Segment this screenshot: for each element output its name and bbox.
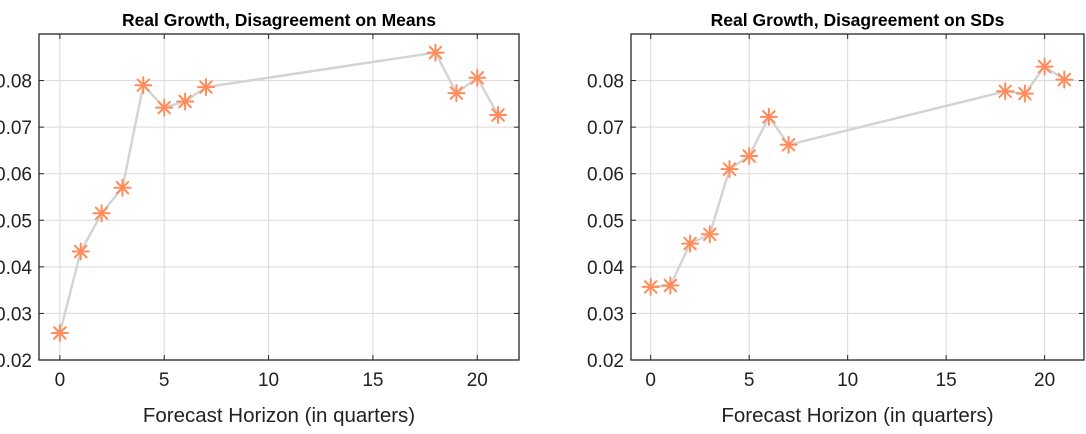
data-point <box>779 135 798 154</box>
data-point <box>641 277 660 296</box>
data-point <box>113 178 132 197</box>
grid <box>631 34 1084 361</box>
y-tick-label: 0.04 <box>0 258 32 279</box>
y-tick-label: 0.08 <box>0 72 32 93</box>
x-tick-label: 5 <box>159 370 170 391</box>
grid <box>39 34 519 361</box>
x-tick-label: 20 <box>467 370 488 391</box>
data-point <box>720 160 739 179</box>
data-point <box>996 82 1015 101</box>
data-point <box>134 76 153 95</box>
data-point <box>50 324 69 342</box>
x-tick-label: 15 <box>936 370 957 391</box>
data-point <box>176 92 195 111</box>
x-tick-label: 10 <box>258 370 279 391</box>
data-point <box>1035 57 1054 76</box>
x-axis-label: Forecast Horizon (in quarters) <box>143 404 415 427</box>
data-point <box>1015 84 1034 103</box>
data-point <box>468 68 487 87</box>
markers <box>641 57 1074 296</box>
data-point <box>155 98 174 117</box>
y-tick-label: 0.06 <box>0 165 32 186</box>
data-point <box>71 242 90 261</box>
y-tick-label: 0.02 <box>587 351 624 372</box>
y-tick-label: 0.05 <box>0 211 32 232</box>
x-tick-label: 10 <box>837 370 858 391</box>
x-tick-label: 0 <box>645 370 656 391</box>
x-axis-label: Forecast Horizon (in quarters) <box>721 404 993 427</box>
data-point <box>700 225 719 244</box>
series-line <box>650 65 1065 289</box>
x-tick-label: 20 <box>1034 370 1055 391</box>
x-tick-label: 15 <box>362 370 383 391</box>
data-point <box>92 204 111 223</box>
tick-labels: 0 5 10 15 20 0.02 0.03 0.04 0.05 0.06 0.07 0.08 <box>587 72 1055 391</box>
y-tick-label: 0.08 <box>587 72 624 93</box>
series-line <box>58 51 500 334</box>
y-tick-label: 0.02 <box>0 351 32 372</box>
y-tick-label: 0.07 <box>0 118 32 139</box>
data-point <box>1055 70 1074 89</box>
y-tick-label: 0.05 <box>587 211 624 232</box>
data-point <box>661 276 680 295</box>
y-tick-label: 0.03 <box>587 304 624 325</box>
chart-title: Real Growth, Disagreement on SDs <box>711 10 1005 30</box>
plot-area-frame <box>38 33 520 361</box>
chart-panel-means: Real Growth, Disagreement on Means Forec… <box>0 10 520 427</box>
data-point <box>759 107 778 126</box>
data-point <box>197 78 215 97</box>
chart-title: Real Growth, Disagreement on Means <box>122 10 436 30</box>
data-point <box>426 43 445 62</box>
x-tick-label: 5 <box>744 370 755 391</box>
data-point <box>681 234 700 253</box>
y-tick-label: 0.04 <box>587 258 624 279</box>
tick-labels: 0 5 10 15 20 0.02 0.03 0.04 0.05 0.06 0.07 0.08 <box>0 72 488 391</box>
y-tick-label: 0.06 <box>587 165 624 186</box>
y-tick-label: 0.07 <box>587 118 624 139</box>
plot-area-frame <box>630 33 1085 361</box>
y-tick-label: 0.03 <box>0 304 32 325</box>
data-point <box>447 84 466 103</box>
data-point <box>489 106 508 124</box>
markers <box>50 43 508 342</box>
data-point <box>740 147 759 165</box>
chart-panel-sds: Real Growth, Disagreement on SDs Forecas… <box>587 10 1085 427</box>
x-tick-label: 0 <box>55 370 66 391</box>
